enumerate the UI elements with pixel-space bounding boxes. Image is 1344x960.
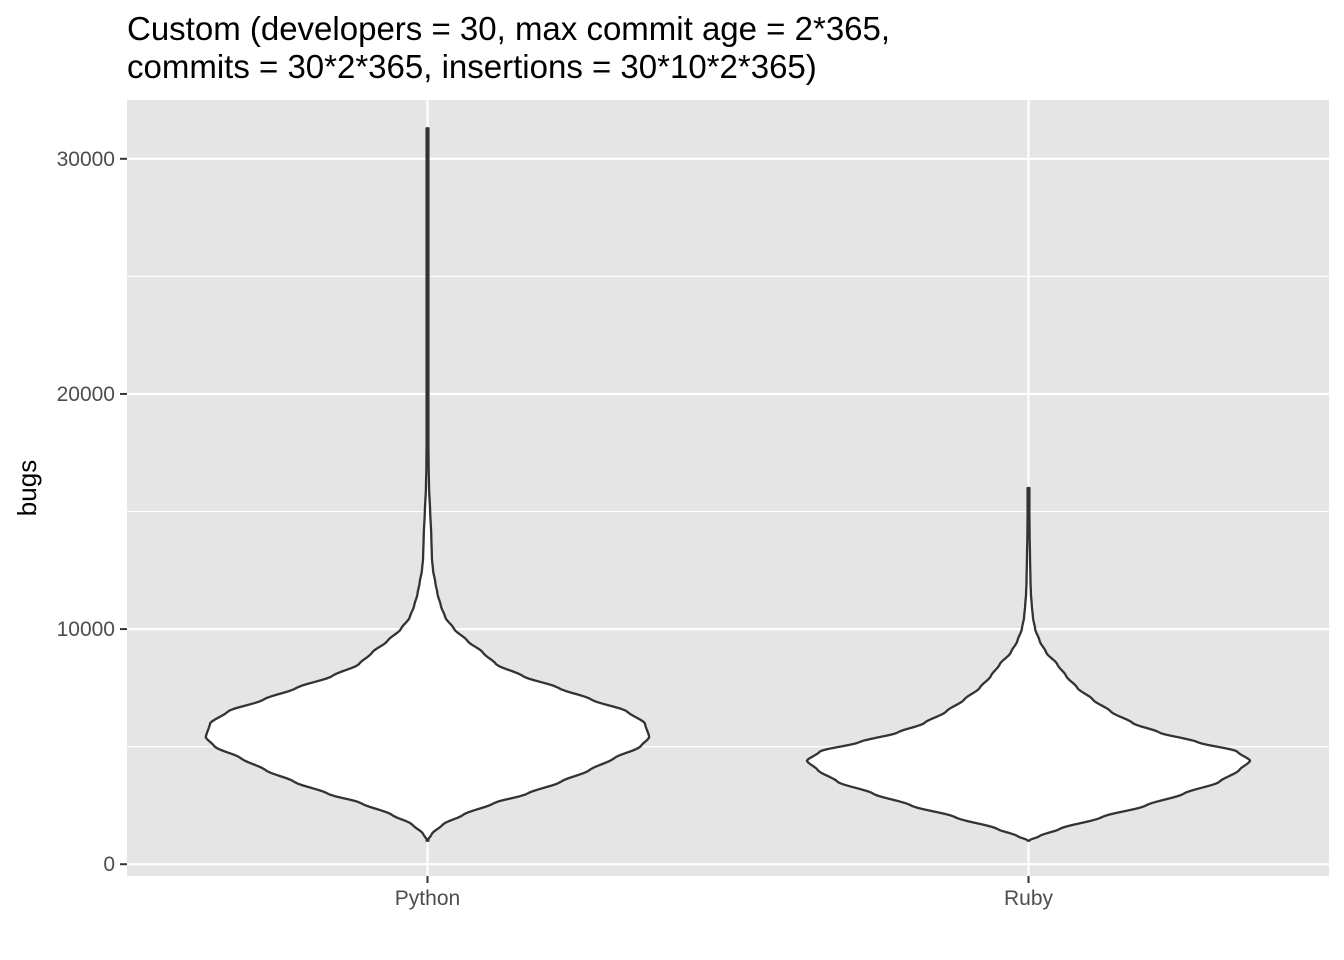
y-axis-label: bugs bbox=[12, 460, 42, 516]
violins bbox=[204, 127, 1252, 842]
violin-python bbox=[204, 127, 651, 842]
chart-title: Custom (developers = 30, max commit age … bbox=[127, 10, 890, 85]
violin-ruby bbox=[805, 486, 1252, 842]
y-tick-label: 0 bbox=[103, 853, 115, 876]
title-line-1: Custom (developers = 30, max commit age … bbox=[127, 10, 890, 47]
x-tick-label: Ruby bbox=[1004, 887, 1054, 910]
y-tick-label: 10000 bbox=[57, 618, 115, 641]
title-line-2: commits = 30*2*365, insertions = 30*10*2… bbox=[127, 48, 817, 85]
y-tick-label: 30000 bbox=[57, 148, 115, 171]
axes: 0 10000 20000 30000 Python Ruby bbox=[57, 148, 1054, 910]
y-tick-label: 20000 bbox=[57, 383, 115, 406]
x-tick-label: Python bbox=[395, 887, 460, 910]
